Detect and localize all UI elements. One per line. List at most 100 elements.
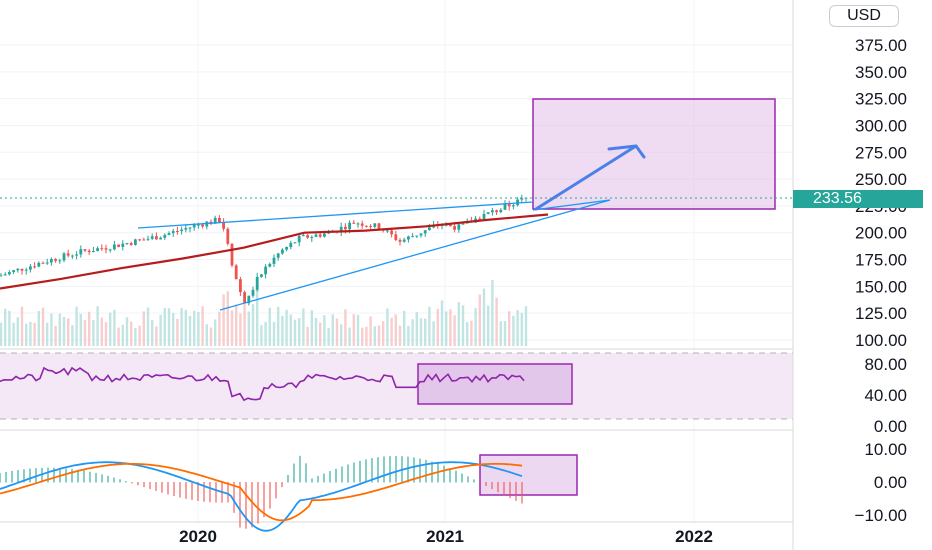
volume-bar bbox=[453, 315, 456, 346]
macd-histogram-bar bbox=[491, 482, 493, 490]
macd-histogram-bar bbox=[23, 469, 25, 483]
volume-bar bbox=[121, 324, 124, 346]
volume-bar bbox=[16, 317, 19, 346]
price-tick-label: 300.00 bbox=[855, 116, 907, 135]
macd-histogram-bar bbox=[47, 467, 49, 483]
macd-histogram-bar bbox=[473, 479, 475, 483]
candle-body bbox=[423, 230, 427, 234]
volume-bar bbox=[67, 318, 70, 346]
volume-bar bbox=[125, 317, 129, 346]
volume-bar bbox=[331, 314, 334, 346]
volume-bar bbox=[327, 327, 330, 346]
candlesticks bbox=[0, 194, 528, 306]
volume-bar bbox=[277, 306, 280, 346]
macd-histogram-bar bbox=[155, 482, 157, 491]
moving-average-line bbox=[0, 213, 549, 290]
macd-histogram-bar bbox=[215, 482, 217, 503]
candle-body bbox=[150, 236, 154, 239]
macd-histogram-bar bbox=[389, 456, 391, 483]
volume-bar bbox=[243, 303, 246, 346]
candle-body bbox=[117, 244, 120, 247]
volume-bar bbox=[268, 307, 271, 346]
volume-bar bbox=[298, 318, 301, 346]
macd-axis-ticks: 10.00 0.00 −10.00 bbox=[855, 440, 907, 525]
macd-histogram-bar bbox=[209, 482, 211, 503]
macd-histogram-bar bbox=[239, 482, 241, 528]
price-tick-label: 275.00 bbox=[855, 143, 907, 162]
rsi-tick-label: 0.00 bbox=[874, 417, 907, 436]
volume-bar bbox=[176, 318, 179, 346]
candle-body bbox=[407, 236, 410, 240]
volume-bar bbox=[104, 322, 108, 346]
volume-bar bbox=[293, 319, 297, 346]
year-tick-label: 2022 bbox=[675, 527, 713, 546]
candle-body bbox=[146, 238, 150, 240]
volume-bar bbox=[29, 321, 32, 346]
candle-body bbox=[520, 198, 524, 200]
macd-histogram-bar bbox=[233, 482, 235, 513]
volume-bar bbox=[356, 314, 360, 346]
candle-body bbox=[104, 248, 108, 250]
candle-body bbox=[285, 247, 288, 250]
volume-bar bbox=[256, 283, 259, 346]
macd-histogram-bar bbox=[461, 473, 463, 483]
volume-bar bbox=[50, 313, 53, 346]
candle-body bbox=[276, 253, 280, 258]
macd-histogram-bar bbox=[11, 470, 13, 483]
volume-bar bbox=[79, 313, 82, 346]
volume-bar bbox=[134, 327, 137, 346]
volume-bar bbox=[113, 309, 116, 346]
volume-bar bbox=[138, 325, 141, 346]
volume-bar bbox=[163, 308, 166, 346]
candle-body bbox=[108, 249, 112, 251]
volume-bar bbox=[432, 321, 435, 346]
macd-histogram-bar bbox=[467, 476, 469, 483]
volume-bar bbox=[474, 308, 477, 346]
candle-body bbox=[394, 234, 398, 240]
volume-bar bbox=[520, 312, 523, 346]
candle-body bbox=[230, 243, 234, 266]
volume-bar bbox=[440, 300, 444, 346]
candle-body bbox=[167, 233, 171, 235]
macd-histogram-bar bbox=[17, 469, 19, 483]
volume-bar bbox=[272, 321, 276, 346]
volume-bar bbox=[117, 327, 120, 346]
candle-body bbox=[318, 234, 322, 237]
currency-selector[interactable]: USD bbox=[829, 5, 899, 27]
macd-histogram-bar bbox=[455, 470, 457, 483]
volume-bar bbox=[83, 320, 87, 346]
volume-bar bbox=[214, 319, 217, 346]
macd-histogram-bar bbox=[131, 482, 133, 484]
candle-body bbox=[92, 251, 95, 253]
candle-body bbox=[163, 234, 167, 238]
volume-bar bbox=[235, 304, 238, 346]
volume-bar bbox=[306, 326, 309, 346]
volume-bar bbox=[424, 318, 427, 346]
macd-histogram-bar bbox=[287, 474, 289, 483]
candle-body bbox=[33, 266, 36, 268]
candle-body bbox=[226, 228, 230, 244]
candle-body bbox=[428, 227, 431, 231]
volume-bar bbox=[352, 314, 355, 346]
candle-body bbox=[213, 217, 217, 224]
macd-histogram-bar bbox=[251, 482, 253, 528]
volume-bar bbox=[264, 321, 267, 346]
candle-body bbox=[499, 209, 503, 213]
candle-body bbox=[188, 227, 192, 229]
rsi-axis-ticks: 80.00 40.00 0.00 bbox=[864, 355, 907, 436]
candle-body bbox=[457, 224, 461, 230]
candle-body bbox=[54, 259, 57, 261]
volume-bar bbox=[12, 322, 15, 346]
volume-bars bbox=[0, 279, 528, 346]
volume-bar bbox=[209, 327, 213, 346]
projection-arrow bbox=[534, 144, 638, 211]
volume-bar bbox=[323, 315, 326, 346]
macd-histogram-bar bbox=[281, 482, 283, 488]
volume-bar bbox=[487, 305, 490, 346]
macd-histogram-bar bbox=[173, 482, 175, 497]
volume-bar bbox=[62, 317, 66, 346]
rsi-tick-label: 80.00 bbox=[864, 355, 907, 374]
macd-histogram-bar bbox=[0, 472, 1, 483]
volume-bar bbox=[419, 318, 423, 346]
candle-body bbox=[100, 248, 104, 250]
